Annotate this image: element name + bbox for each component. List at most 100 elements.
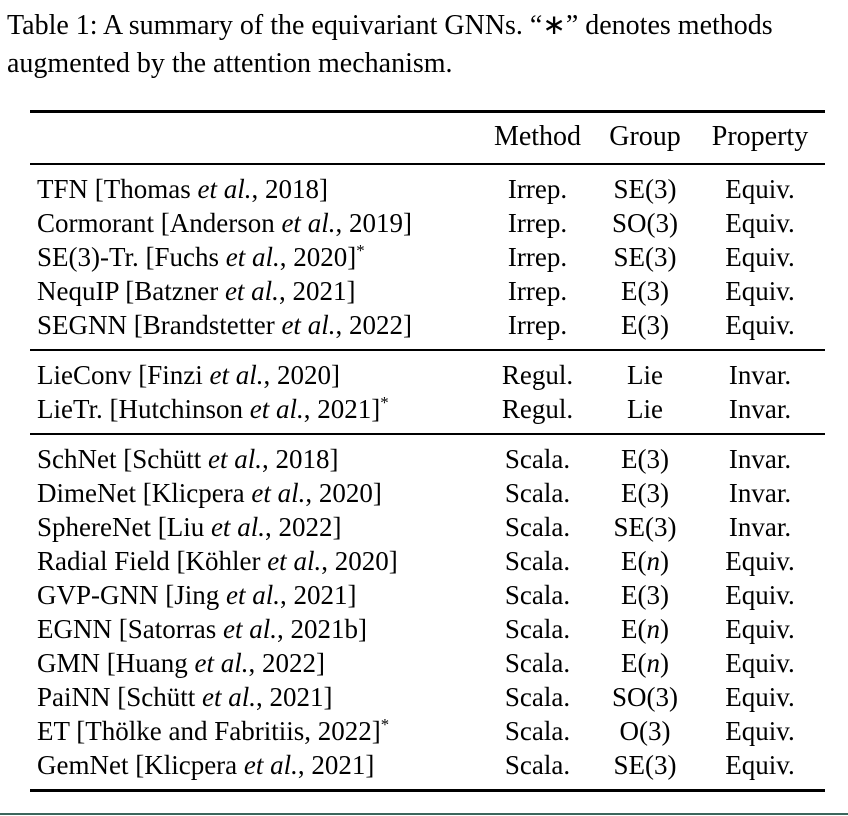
method-cell: Scala. [504,682,571,712]
model-name-text: Radial Field [Köhler [37,546,268,576]
method-cell: Regul. [501,360,574,390]
group-close-paren: ) [659,614,669,644]
model-name-cell: GVP-GNN [Jing et al., 2021] [30,578,480,612]
property-cell: Equiv. [725,716,795,746]
model-name-year: , 2021] [297,750,375,780]
group-cell: Lie [595,392,695,434]
model-name-text: SchNet [Schütt [37,444,208,474]
et-al-italic: et al. [267,546,322,576]
et-al-italic: et al. [222,614,277,644]
group-text: Lie [627,360,663,390]
model-name-year: , 2021b] [276,614,367,644]
model-name-cell: EGNN [Satorras et al., 2021b] [30,612,480,646]
model-name-year: , 2020] [305,478,382,508]
method-cell: Regul. [501,394,574,424]
group-text: SE(3) [613,174,677,204]
model-name-text: DimeNet [Klicpera [37,478,252,508]
model-name-cell: Cormorant [Anderson et al., 2019] [30,206,480,240]
model-name-cell: NequIP [Batzner et al., 2021] [30,274,480,308]
table-row: GVP-GNN [Jing et al., 2021] Scala. E(3) … [30,578,825,612]
model-name-cell: GemNet [Klicpera et al., 2021] [30,748,480,791]
group-text: SE(3) [613,750,677,780]
column-header-group: Group [595,111,695,165]
group-cell: E(3) [595,578,695,612]
table-row: ET [Thölke and Fabritiis, 2022]* Scala. … [30,714,825,748]
group-cell: E(3) [595,274,695,308]
bottom-page-divider-line [0,813,848,815]
property-cell: Invar. [728,444,792,474]
group-text: E( [621,648,647,678]
method-cell: Scala. [504,614,571,644]
et-al-italic: et al. [207,444,262,474]
model-name-cell: SphereNet [Liu et al., 2022] [30,510,480,544]
table-row: Radial Field [Köhler et al., 2020] Scala… [30,544,825,578]
table-row: EGNN [Satorras et al., 2021b] Scala. E(n… [30,612,825,646]
et-al-italic: et al. [249,394,304,424]
model-name-year: , 2019] [335,208,412,238]
group-cell: E(n) [595,646,695,680]
et-al-italic: et al. [194,648,249,678]
column-header-method: Method [480,111,595,165]
model-name-year: , 2020] [263,360,340,390]
et-al-italic: et al. [197,174,252,204]
model-name-text: Cormorant [Anderson [37,208,282,238]
group-math-n: n [646,546,660,576]
property-cell: Invar. [728,478,792,508]
header-row: Method Group Property [30,111,825,165]
property-cell: Equiv. [725,276,795,306]
group-text: O(3) [619,716,671,746]
table-row: SE(3)-Tr. [Fuchs et al., 2020]* Irrep. S… [30,240,825,274]
group-cell: SO(3) [595,206,695,240]
model-name-text: SphereNet [Liu [37,512,211,542]
model-name-text: LieTr. [Hutchinson [37,394,250,424]
table-row: TFN [Thomas et al., 2018] Irrep. SE(3) E… [30,164,825,206]
model-name-text: SEGNN [Brandstetter [37,310,282,340]
group-cell: O(3) [595,714,695,748]
table-row: SEGNN [Brandstetter et al., 2022] Irrep.… [30,308,825,350]
model-name-text: GVP-GNN [Jing [37,580,226,610]
attention-asterisk: * [380,715,390,734]
column-header-property: Property [695,111,825,165]
group-close-paren: ) [659,546,669,576]
method-cell: Scala. [504,512,571,542]
et-al-italic: et al. [210,512,265,542]
model-name-year: , 2021] [280,580,357,610]
model-name-year: , 2018] [251,174,328,204]
et-al-italic: et al. [224,276,279,306]
attention-asterisk: * [380,393,389,412]
model-name-cell: DimeNet [Klicpera et al., 2020] [30,476,480,510]
method-cell: Irrep. [507,276,568,306]
section-regul: LieConv [Finzi et al., 2020] Regul. Lie … [30,350,825,434]
model-name-cell: LieConv [Finzi et al., 2020] [30,350,480,392]
model-name-text: GMN [Huang [37,648,195,678]
group-text: SO(3) [612,208,678,238]
attention-asterisk: * [356,241,365,260]
model-name-year: , 2018] [261,444,339,474]
group-text: E(3) [621,276,669,306]
group-text: E(3) [621,478,669,508]
property-cell: Equiv. [725,208,795,238]
model-name-text: EGNN [Satorras [37,614,223,644]
et-al-italic: et al. [226,580,280,610]
model-name-year: , 2020] [321,546,398,576]
model-name-text: PaiNN [Schütt [37,682,202,712]
group-cell: E(3) [595,476,695,510]
group-text: E( [621,614,647,644]
model-name-cell: SEGNN [Brandstetter et al., 2022] [30,308,480,350]
group-math-n: n [646,648,660,678]
group-cell: SE(3) [595,748,695,791]
model-name-text: TFN [Thomas [37,174,198,204]
group-text: E(3) [621,580,669,610]
model-name-cell: LieTr. [Hutchinson et al., 2021]* [30,392,480,434]
table-row: SchNet [Schütt et al., 2018] Scala. E(3)… [30,434,825,476]
property-cell: Invar. [728,512,792,542]
table-row: LieTr. [Hutchinson et al., 2021]* Regul.… [30,392,825,434]
group-cell: Lie [595,350,695,392]
model-name-cell: TFN [Thomas et al., 2018] [30,164,480,206]
method-cell: Irrep. [507,174,568,204]
et-al-italic: et al. [243,750,298,780]
model-name-year: , 2020] [279,242,357,272]
equivariant-gnn-summary-table: Method Group Property TFN [Thomas et al.… [30,110,825,792]
et-al-italic: et al. [251,478,306,508]
table-row: Cormorant [Anderson et al., 2019] Irrep.… [30,206,825,240]
